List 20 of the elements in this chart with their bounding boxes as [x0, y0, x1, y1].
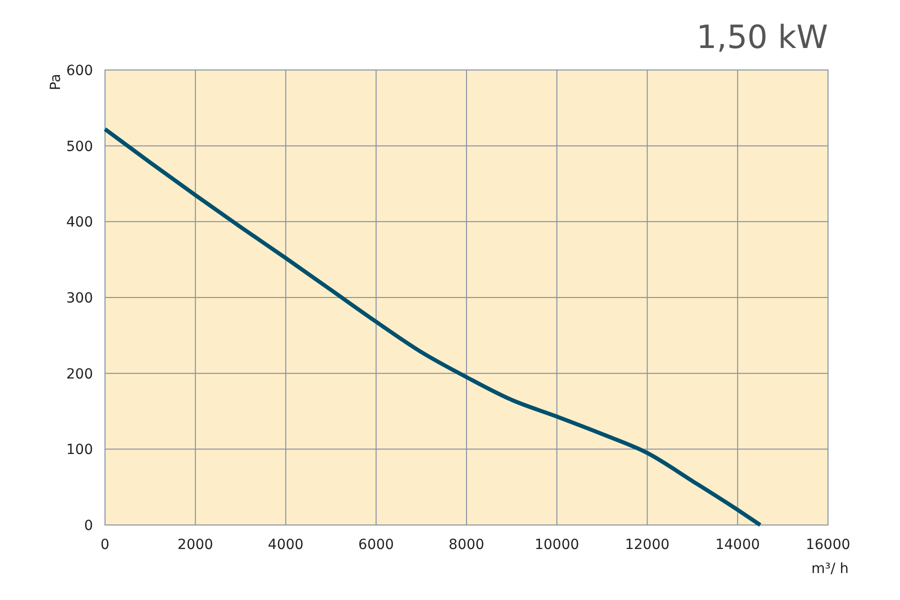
y-tick-label: 300 — [66, 290, 93, 306]
y-tick-label: 400 — [66, 214, 93, 231]
line-series — [103, 127, 762, 527]
x-axis-title: m³/ h — [811, 561, 849, 577]
x-tick-label: 0 — [100, 537, 110, 553]
x-tick-label: 12000 — [624, 537, 670, 553]
chart-title: 1,50 kW — [696, 18, 828, 56]
y-tick-label: 200 — [66, 366, 93, 382]
y-tick-label: 500 — [66, 138, 93, 155]
x-tick-label: 16000 — [806, 537, 850, 553]
x-tick-label: 8000 — [448, 537, 484, 553]
y-axis-title: Pa — [48, 74, 64, 90]
x-tick-label: 14000 — [715, 537, 760, 553]
x-tick-label: 4000 — [268, 537, 304, 553]
y-tick-label: 0 — [84, 518, 93, 534]
x-tick-label: 2000 — [178, 537, 214, 553]
y-tick-label: 600 — [66, 63, 93, 79]
x-tick-label: 6000 — [358, 537, 394, 553]
x-tick-label: 10000 — [534, 537, 580, 553]
y-tick-label: 100 — [66, 442, 93, 458]
